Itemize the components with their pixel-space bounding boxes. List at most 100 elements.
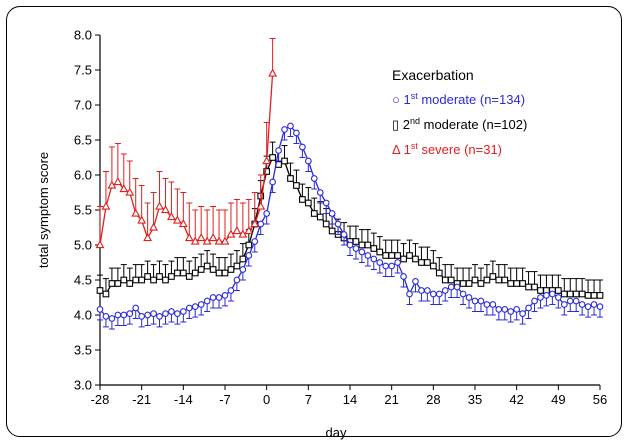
- data-point: [554, 287, 562, 294]
- y-tick-label: 3.0: [74, 378, 92, 393]
- data-point: [268, 68, 278, 77]
- data-point: [101, 201, 111, 210]
- data-point: [185, 304, 193, 312]
- chart-frame: [6, 6, 622, 437]
- data-point: [316, 189, 324, 196]
- data-point: [191, 303, 199, 310]
- data-point: [459, 280, 467, 287]
- data-point: [560, 290, 568, 298]
- y-tick-label: 4.5: [74, 273, 92, 288]
- x-tick-label: 49: [551, 392, 565, 407]
- data-point: [215, 269, 223, 277]
- data-point: [310, 175, 318, 182]
- x-axis-label: day: [326, 425, 347, 440]
- data-point: [501, 276, 509, 284]
- data-point: [232, 226, 242, 235]
- data-point: [418, 287, 425, 294]
- data-point: [174, 269, 181, 277]
- data-point: [156, 273, 163, 280]
- data-point: [376, 248, 384, 256]
- data-point: [168, 308, 175, 315]
- data-point: [501, 306, 509, 313]
- legend-entry-rest: severe (n=31): [418, 142, 502, 157]
- x-tick-label: 21: [384, 392, 398, 407]
- data-point: [406, 290, 413, 298]
- data-point: [578, 290, 586, 298]
- data-point: [459, 290, 467, 298]
- data-point: [161, 205, 170, 214]
- data-point: [178, 219, 188, 228]
- legend-entry-rest: moderate (n=102): [420, 117, 527, 132]
- data-point: [250, 219, 260, 228]
- data-point: [596, 303, 604, 310]
- data-point: [220, 236, 230, 245]
- data-point: [584, 292, 592, 299]
- y-tick-label: 4.0: [74, 308, 92, 323]
- data-point: [126, 310, 134, 317]
- data-point: [233, 262, 241, 270]
- data-point: [483, 276, 491, 284]
- data-point: [269, 178, 276, 186]
- data-point: [358, 241, 366, 249]
- data-point: [114, 280, 122, 287]
- data-point: [543, 292, 550, 299]
- data-point: [322, 199, 330, 207]
- data-point: [304, 199, 312, 207]
- data-point: [125, 187, 135, 196]
- data-point: [208, 233, 218, 242]
- x-tick-label: -21: [132, 392, 151, 407]
- data-point: [114, 311, 122, 319]
- data-point: [137, 215, 147, 224]
- data-point: [549, 290, 556, 298]
- x-tick-label: 0: [263, 392, 270, 407]
- data-point: [388, 262, 396, 270]
- data-point: [244, 226, 254, 235]
- y-tick-label: 5.0: [74, 238, 92, 253]
- data-point: [197, 301, 205, 308]
- data-point: [537, 287, 544, 294]
- data-point: [364, 241, 372, 249]
- data-point: [184, 233, 194, 242]
- data-point: [299, 196, 306, 203]
- data-point: [269, 154, 276, 161]
- legend-title: Exacerbation: [392, 67, 474, 83]
- series-triangle: [95, 38, 278, 249]
- data-point: [119, 184, 129, 193]
- data-point: [132, 276, 140, 284]
- legend-entry-sup: st: [411, 91, 419, 101]
- data-point: [144, 311, 151, 319]
- data-point: [120, 311, 128, 319]
- legend-entry: ▯ 2nd moderate (n=102): [392, 116, 527, 132]
- data-point: [531, 297, 538, 305]
- data-point: [572, 290, 580, 298]
- data-point: [293, 129, 300, 137]
- data-point: [471, 297, 479, 305]
- data-point: [471, 276, 479, 284]
- legend-entry-sup: nd: [410, 116, 420, 126]
- data-point: [596, 292, 604, 299]
- data-point: [566, 297, 574, 305]
- data-point: [447, 283, 455, 291]
- data-point: [263, 210, 271, 217]
- data-point: [489, 273, 497, 280]
- data-point: [340, 231, 348, 238]
- data-point: [167, 212, 176, 221]
- plot-area: [95, 38, 604, 330]
- data-point: [388, 252, 396, 259]
- y-tick-label: 7.5: [74, 63, 92, 78]
- data-point: [221, 292, 229, 299]
- legend-entry-sup: st: [411, 141, 419, 151]
- data-point: [507, 308, 515, 315]
- data-point: [162, 310, 169, 317]
- data-point: [394, 259, 401, 266]
- x-tick-label: 14: [343, 392, 357, 407]
- axes: 3.0 3.5 4.0 4.5 5.0 5.5 6.0 6.5 7.0 7.5 8.0 -28 -21 -…: [74, 28, 607, 408]
- data-point: [406, 252, 413, 259]
- data-point: [382, 262, 390, 270]
- y-tick-label: 5.5: [74, 203, 92, 218]
- data-point: [429, 262, 437, 270]
- data-point: [495, 306, 503, 313]
- data-point: [519, 280, 526, 287]
- data-point: [531, 283, 538, 291]
- data-point: [172, 215, 182, 224]
